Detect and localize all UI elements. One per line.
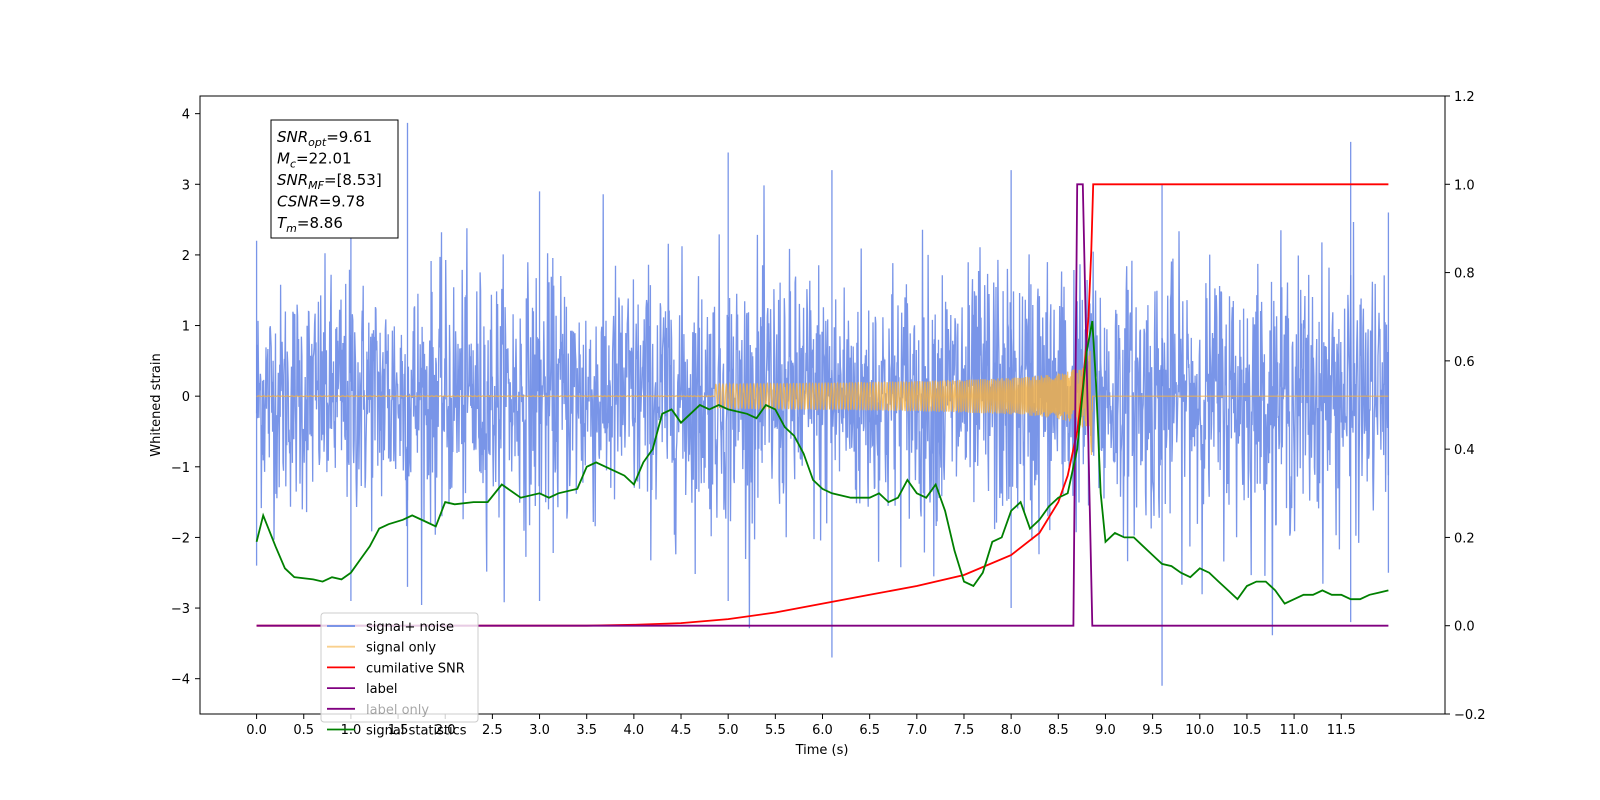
annotation-value: =[8.53]	[324, 171, 382, 189]
x-tick-label: 0.0	[246, 723, 267, 738]
legend: signal+ noise signal only cumilative SNR la…	[320, 612, 479, 739]
x-tick-label: 5.0	[718, 723, 739, 738]
annotation-line: Tm=8.86	[277, 214, 343, 235]
legend-frame	[320, 612, 479, 723]
annotation-symbol: SNR	[277, 128, 308, 146]
legend-label: signal+ noise	[366, 620, 454, 635]
x-tick-label: 4.5	[671, 723, 692, 738]
series-layer	[255, 122, 1390, 686]
y-axis-right: −0.2 0.0 0.2 0.4 0.6 0.8 1.0 1.2	[1445, 90, 1486, 723]
y-tick-label: 1	[182, 320, 190, 335]
annotation-symbol: T	[277, 214, 288, 232]
y2-tick-label: 0.0	[1454, 620, 1475, 635]
y-axis-label: Whitened strain	[149, 353, 164, 456]
y2-tick-label: 1.0	[1454, 178, 1475, 193]
y-tick-label: 0	[182, 390, 190, 405]
x-tick-label: 5.5	[765, 723, 786, 738]
x-tick-label: 10.5	[1232, 723, 1261, 738]
stats-annotation-box: SNRopt=9.61Mc=22.01SNRMF=[8.53]CSNR=9.78…	[270, 119, 399, 239]
x-tick-label: 1.5	[388, 723, 409, 738]
x-tick-label: 8.0	[1001, 723, 1022, 738]
y-tick-label: 2	[182, 249, 190, 264]
annotation-value: =9.78	[319, 193, 365, 211]
y-tick-label: 4	[182, 108, 190, 123]
annotation-frame	[270, 119, 399, 239]
plot-area	[255, 122, 1390, 686]
x-tick-label: 3.5	[576, 723, 597, 738]
annotation-line: SNRMF=[8.53]	[277, 171, 382, 192]
y2-tick-label: 0.4	[1454, 443, 1475, 458]
annotation-value: =8.86	[297, 214, 343, 232]
legend-label: signal statistics	[366, 724, 467, 739]
annotation-subscript: opt	[308, 136, 327, 149]
y-tick-label: −2	[171, 531, 190, 546]
y-tick-label: −1	[171, 461, 190, 476]
x-tick-label: 11.0	[1280, 723, 1309, 738]
legend-label: signal only	[366, 641, 436, 656]
series-signal-plus-noise	[255, 185, 1390, 636]
annotation-line: CSNR=9.78	[277, 193, 365, 211]
annotation-subscript: MF	[308, 179, 324, 192]
annotation-subscript: c	[290, 158, 296, 171]
x-tick-label: 9.0	[1095, 723, 1116, 738]
legend-label: cumilative SNR	[366, 661, 465, 676]
legend-entries: signal+ noise signal only cumilative SNR la…	[327, 620, 467, 739]
legend-label: label	[366, 682, 397, 697]
x-tick-label: 0.5	[293, 723, 314, 738]
annotation-subscript: m	[286, 222, 297, 235]
y2-tick-label: 0.8	[1454, 267, 1475, 282]
annotation-line: SNRopt=9.61	[277, 128, 372, 149]
x-tick-label: 7.0	[906, 723, 927, 738]
x-tick-label: 11.5	[1327, 723, 1356, 738]
y-axis-left: −4 −3 −2 −1 0 1 2 3 4	[171, 108, 200, 688]
annotation-symbol: M	[277, 150, 290, 168]
annotation-value: =9.61	[326, 128, 372, 146]
x-tick-label: 9.5	[1142, 723, 1163, 738]
y2-tick-label: 1.2	[1454, 90, 1475, 105]
x-tick-label: 2.5	[482, 723, 503, 738]
x-tick-label: 1.0	[341, 723, 362, 738]
y2-tick-label: 0.6	[1454, 355, 1475, 370]
y2-tick-label: 0.2	[1454, 531, 1475, 546]
series-cumilative-snr	[256, 183, 1389, 627]
x-tick-label: 4.0	[624, 723, 645, 738]
x-axis-label: Time (s)	[795, 743, 849, 758]
x-tick-label: 7.5	[954, 723, 975, 738]
y-tick-label: 3	[182, 178, 190, 193]
series-label	[256, 183, 1389, 627]
annotation-symbol: SNR	[277, 171, 308, 189]
annotation-line: Mc=22.01	[277, 150, 352, 171]
x-tick-label: 2.0	[435, 723, 456, 738]
annotation-lines: SNRopt=9.61Mc=22.01SNRMF=[8.53]CSNR=9.78…	[277, 128, 382, 235]
y2-tick-label: −0.2	[1454, 708, 1486, 723]
x-tick-label: 6.5	[859, 723, 880, 738]
series-signal-statistics	[255, 320, 1389, 605]
legend-label: label only	[366, 703, 429, 718]
x-tick-label: 8.5	[1048, 723, 1069, 738]
annotation-value: =22.01	[296, 150, 352, 168]
series-signal-only	[256, 350, 1389, 456]
x-axis: 0.0 0.5 1.0 1.5 2.0 2.5 3.0 3.5 4.0 4.5 5.0 5.5 6.0 6…	[246, 714, 1356, 738]
annotation-symbol: CSNR	[277, 193, 319, 211]
x-tick-label: 6.0	[812, 723, 833, 738]
y-tick-label: −3	[171, 602, 190, 617]
x-tick-label: 10.0	[1185, 723, 1214, 738]
y-tick-label: −4	[171, 673, 190, 688]
x-tick-label: 3.0	[529, 723, 550, 738]
